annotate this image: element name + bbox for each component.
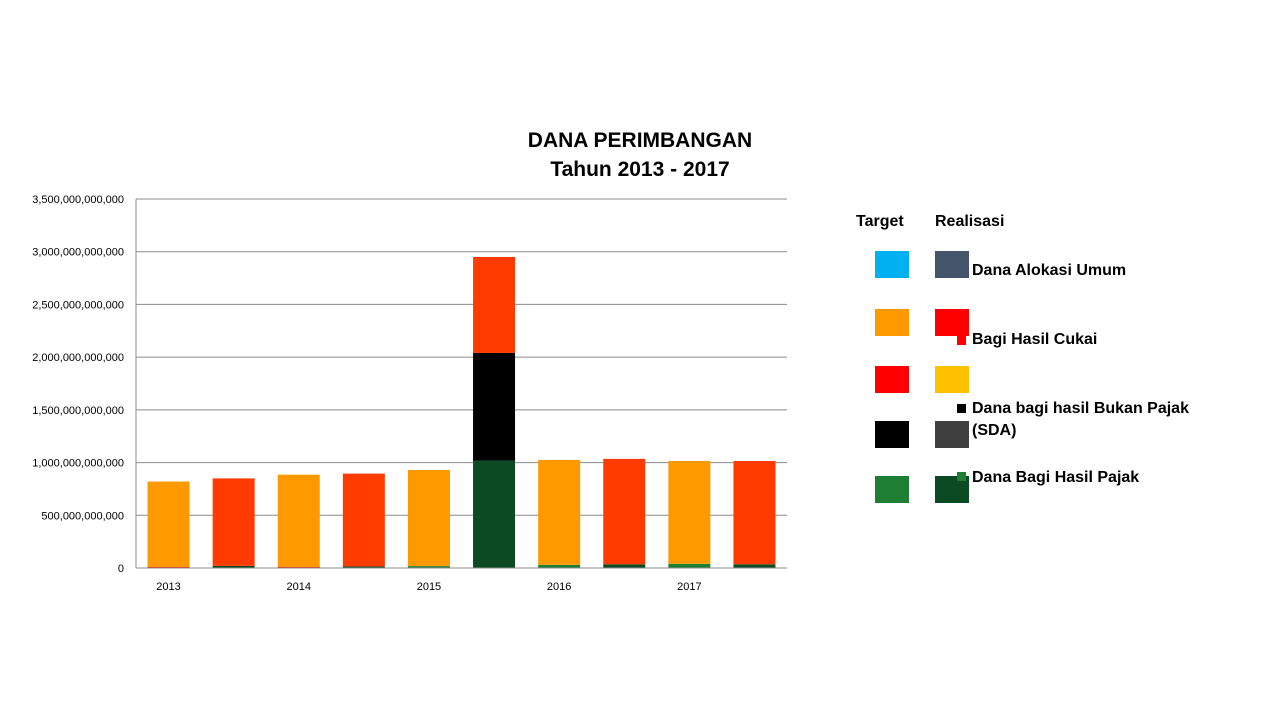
legend-label-bagi-hasil-cukai: Bagi Hasil Cukai [972, 331, 1098, 348]
y-tick-label: 1,000,000,000,000 [32, 458, 124, 470]
legend-target-swatch [875, 421, 909, 448]
bar-segment [603, 564, 646, 568]
legend-target-swatch [875, 251, 909, 278]
bar-segment [733, 460, 776, 565]
bar-segment [538, 564, 581, 568]
x-tick-label: 2016 [547, 581, 571, 593]
axes: 3,500,000,000,000 3,000,000,000,000 2,500,… [32, 194, 787, 593]
legend-label-dana-alokasi-umum: Dana Alokasi Umum [972, 262, 1127, 279]
bar-segment [733, 564, 776, 568]
legend-marker [957, 404, 966, 413]
legend-label-dana-bagi-hasil-pajak: Dana Bagi Hasil Pajak [972, 469, 1140, 486]
bar-segment [212, 565, 255, 568]
bar-segment [668, 460, 711, 564]
legend-target-swatch [875, 366, 909, 393]
legend-target-swatch [875, 309, 909, 336]
chart-title-block: DANA PERIMBANGAN Tahun 2013 - 2017 [480, 126, 800, 184]
bar-segment [147, 566, 190, 568]
legend-realisasi-swatch [935, 251, 969, 278]
legend-marker [957, 336, 966, 345]
bar-segment [538, 459, 581, 565]
legend-target-swatch [875, 476, 909, 503]
bar-segment [473, 460, 516, 568]
bar-segment [407, 566, 450, 568]
bar-segment [473, 256, 516, 353]
legend-header-realisasi: Realisasi [935, 213, 1005, 230]
legend-marker [957, 472, 966, 481]
x-tick-label: 2015 [417, 581, 441, 593]
bar-segment [668, 563, 711, 568]
legend-header-target: Target [856, 213, 904, 230]
y-tick-label: 2,500,000,000,000 [32, 299, 124, 311]
x-tick-label: 2017 [677, 581, 701, 593]
x-tick-label: 2013 [156, 581, 180, 593]
bar-segment [277, 566, 320, 568]
y-tick-label: 1,500,000,000,000 [32, 405, 124, 417]
y-tick-label: 3,000,000,000,000 [32, 247, 124, 259]
bar-segment [407, 469, 450, 567]
bar-segment [342, 566, 385, 568]
chart-title: DANA PERIMBANGAN [527, 129, 753, 152]
legend-realisasi-swatch [935, 366, 969, 393]
y-tick-label: 0 [118, 563, 124, 575]
bar-segment [603, 458, 646, 565]
x-tick-label: 2014 [287, 581, 311, 593]
legend-realisasi-swatch [935, 421, 969, 448]
legend-realisasi-swatch [935, 309, 969, 336]
bars [147, 256, 776, 568]
bar-segment [147, 481, 190, 567]
y-tick-label: 500,000,000,000 [41, 510, 124, 522]
chart-subtitle: Tahun 2013 - 2017 [550, 158, 730, 181]
y-tick-label: 3,500,000,000,000 [32, 194, 124, 206]
bar-segment [212, 478, 255, 566]
legend-label-dana-bagi-hasil-bukan-pajak: Dana bagi hasil Bukan Pajak (SDA) [972, 400, 1189, 439]
bar-segment [473, 352, 516, 461]
bar-segment [277, 474, 320, 567]
bar-segment [342, 473, 385, 567]
y-tick-label: 2,000,000,000,000 [32, 352, 124, 364]
